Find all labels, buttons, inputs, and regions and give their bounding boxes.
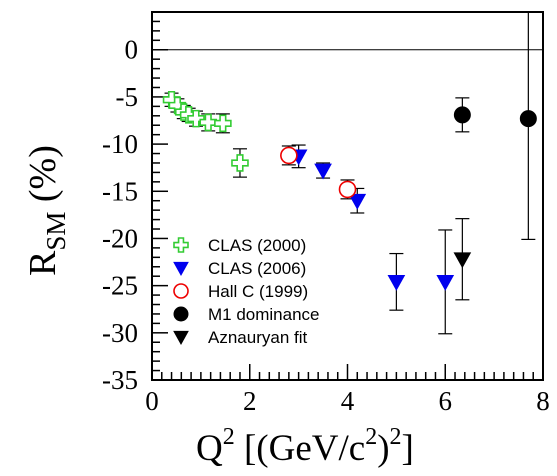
y-tick-label: -20 bbox=[102, 223, 138, 253]
data-point bbox=[453, 106, 471, 124]
legend-label: CLAS (2000) bbox=[208, 236, 306, 255]
data-point bbox=[179, 106, 198, 124]
x-axis-ticks: 0 2 4 6 8 bbox=[145, 364, 550, 416]
legend-label: Aznauryan fit bbox=[208, 328, 307, 347]
y-tick-label: -35 bbox=[102, 365, 138, 395]
legend-marker bbox=[173, 283, 189, 299]
y-tick-label: 0 bbox=[125, 35, 139, 65]
data-point bbox=[387, 274, 406, 291]
x-tick-label: 0 bbox=[145, 386, 159, 416]
data-points bbox=[162, 12, 537, 335]
y-axis-ticks: 0 -5 -10 -15 -20 -25 -30 -35 bbox=[102, 11, 168, 395]
x-tick-label: 8 bbox=[536, 386, 550, 416]
data-point bbox=[436, 274, 455, 291]
data-point bbox=[348, 193, 367, 210]
data-point bbox=[519, 110, 537, 128]
legend-marker bbox=[173, 330, 189, 346]
data-point bbox=[338, 180, 357, 199]
x-axis-title: Q2 [(GeV/c2)2] bbox=[196, 424, 414, 469]
data-point bbox=[280, 146, 298, 165]
legend-marker bbox=[173, 237, 189, 253]
data-point bbox=[187, 109, 205, 128]
legend-label: CLAS (2006) bbox=[208, 259, 306, 278]
x-tick-label: 2 bbox=[243, 386, 257, 416]
data-point bbox=[231, 154, 249, 172]
data-point bbox=[199, 113, 218, 132]
legend: CLAS (2000) CLAS (2006) Hall C (1999) M1 do… bbox=[173, 236, 320, 347]
x-tick-label: 6 bbox=[439, 386, 453, 416]
legend-marker bbox=[173, 261, 189, 277]
y-tick-label: -25 bbox=[102, 271, 138, 301]
y-axis-title: RSM (%) bbox=[22, 145, 71, 276]
legend-label: M1 dominance bbox=[208, 305, 320, 324]
y-tick-label: -5 bbox=[116, 82, 139, 112]
y-tick-label: -15 bbox=[102, 176, 138, 206]
data-point bbox=[214, 114, 232, 133]
y-tick-label: -30 bbox=[102, 318, 138, 348]
y-tick-label: -10 bbox=[102, 129, 138, 159]
legend-marker bbox=[173, 306, 189, 322]
legend-label: Hall C (1999) bbox=[208, 282, 308, 301]
x-tick-label: 4 bbox=[341, 386, 355, 416]
data-point bbox=[314, 163, 332, 180]
data-point bbox=[453, 252, 472, 269]
